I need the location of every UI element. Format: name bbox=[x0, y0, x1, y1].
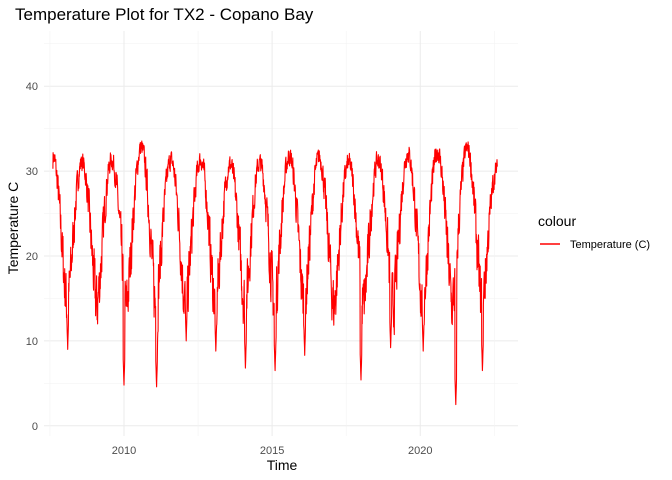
y-tick-label: 20 bbox=[26, 251, 38, 263]
x-tick-label: 2015 bbox=[260, 445, 284, 457]
y-tick-label: 30 bbox=[26, 166, 38, 178]
y-axis-title: Temperature C bbox=[5, 182, 21, 275]
legend-title: colour bbox=[538, 213, 576, 229]
chart-title: Temperature Plot for TX2 - Copano Bay bbox=[15, 5, 314, 24]
y-axis-ticks: 0 10 20 30 40 bbox=[26, 81, 38, 433]
x-axis-ticks: 2010 2015 2020 bbox=[112, 445, 433, 457]
temperature-series-line bbox=[52, 140, 498, 406]
plot-area bbox=[52, 140, 498, 406]
y-tick-label: 0 bbox=[32, 421, 38, 433]
x-tick-label: 2020 bbox=[408, 445, 432, 457]
y-tick-label: 10 bbox=[26, 336, 38, 348]
legend-label: Temperature (C) bbox=[570, 239, 650, 251]
y-tick-label: 40 bbox=[26, 81, 38, 93]
x-tick-label: 2010 bbox=[112, 445, 136, 457]
x-axis-title: Time bbox=[267, 457, 298, 473]
legend: colour Temperature (C) bbox=[538, 213, 650, 251]
